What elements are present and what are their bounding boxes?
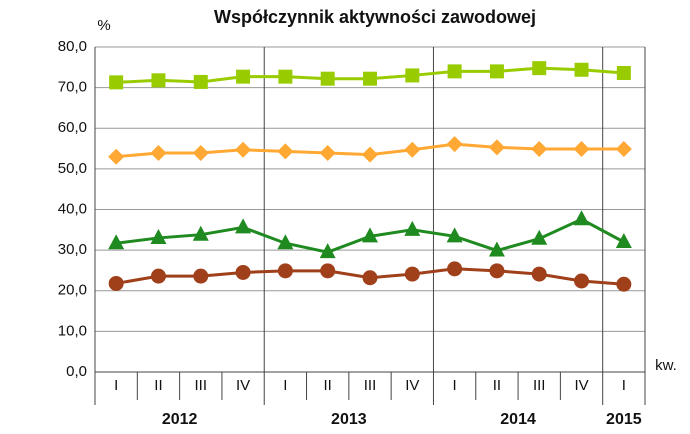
marker [362, 270, 378, 286]
x-tick-label: III [195, 377, 208, 394]
y-tick-label: 60,0 [58, 119, 87, 136]
x-tick-label: II [324, 377, 332, 394]
marker [531, 140, 548, 157]
marker [574, 273, 590, 289]
x-tick-label: I [622, 377, 626, 394]
marker [615, 140, 632, 157]
x-tick-label: II [493, 377, 501, 394]
marker [193, 268, 209, 284]
marker [362, 146, 378, 163]
marker [532, 61, 547, 76]
marker [320, 263, 336, 279]
marker [108, 275, 124, 291]
x-tick-label: III [364, 377, 377, 394]
year-label: 2014 [500, 411, 536, 428]
marker [320, 71, 335, 86]
year-label: 2013 [331, 411, 367, 428]
marker [319, 145, 336, 162]
year-label: 2012 [162, 411, 198, 428]
marker [404, 266, 420, 282]
marker [488, 139, 505, 156]
marker [405, 68, 420, 83]
marker [489, 263, 505, 279]
marker [404, 141, 421, 158]
marker [192, 145, 209, 162]
marker [404, 220, 421, 236]
x-tick-label: I [114, 377, 118, 394]
y-tick-label: 30,0 [58, 241, 87, 258]
marker [150, 228, 167, 244]
x-tick-label: IV [236, 377, 250, 394]
marker [278, 69, 293, 84]
year-label: 2015 [606, 411, 642, 428]
marker [235, 141, 252, 158]
chart-title: Współczynnik aktywności zawodowej [214, 7, 536, 27]
marker [616, 276, 632, 292]
marker [447, 261, 463, 277]
y-tick-label: 70,0 [58, 79, 87, 96]
marker [531, 266, 547, 282]
marker [277, 143, 294, 160]
x-tick-label: I [283, 377, 287, 394]
marker [531, 229, 548, 245]
y-tick-label: 40,0 [58, 200, 87, 217]
y-tick-label: 10,0 [58, 322, 87, 339]
marker [446, 136, 463, 153]
marker [615, 233, 632, 248]
x-tick-label: IV [574, 377, 588, 394]
marker [446, 227, 463, 243]
marker [488, 241, 505, 257]
marker [616, 66, 631, 80]
marker [235, 218, 252, 234]
marker [277, 263, 293, 279]
marker [109, 75, 124, 90]
marker [108, 148, 125, 165]
marker [573, 210, 590, 226]
x-tick-label: III [533, 377, 546, 394]
y-axis-label: % [97, 17, 110, 34]
marker [150, 268, 166, 284]
y-tick-label: 80,0 [58, 38, 87, 55]
marker [192, 225, 209, 241]
y-tick-label: 0,0 [66, 363, 87, 380]
marker [447, 64, 462, 79]
marker [193, 74, 208, 89]
marker [489, 64, 504, 79]
marker [362, 227, 378, 243]
marker [363, 71, 377, 86]
x-tick-label: II [154, 377, 162, 394]
marker [277, 234, 294, 250]
x-tick-label: I [453, 377, 457, 394]
marker [574, 62, 589, 77]
marker [108, 234, 125, 250]
marker [319, 243, 336, 259]
marker [150, 145, 167, 162]
x-tick-label: IV [405, 377, 419, 394]
x-axis-label: kw. [655, 357, 677, 374]
marker [151, 73, 166, 88]
marker [235, 264, 251, 280]
marker [236, 69, 251, 84]
y-tick-label: 50,0 [58, 160, 87, 177]
marker [573, 140, 590, 157]
y-tick-label: 20,0 [58, 282, 87, 299]
